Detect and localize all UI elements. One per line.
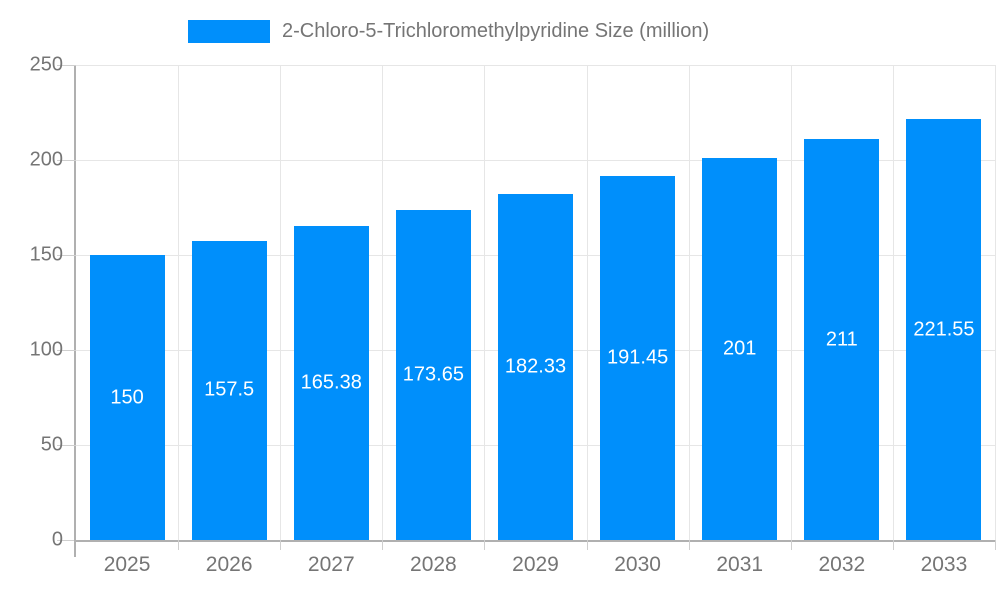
x-tick: [74, 540, 76, 557]
gridline-v: [995, 65, 996, 540]
legend-swatch: [188, 20, 270, 43]
y-axis-label: 0: [51, 528, 63, 551]
y-tick: [57, 445, 76, 446]
gridline-h: [76, 65, 995, 66]
x-tick: [280, 540, 282, 550]
y-axis-label: 250: [29, 53, 63, 76]
bar-value-label: 150: [110, 386, 144, 408]
y-axis-label: 100: [29, 338, 63, 361]
bar[interactable]: 201: [702, 158, 778, 540]
bar-value-label: 191.45: [607, 346, 669, 369]
legend[interactable]: 2-Chloro-5-Trichloromethylpyridine Size …: [188, 20, 709, 43]
gridline-v: [178, 65, 180, 540]
y-tick: [57, 65, 76, 66]
x-axis-label: 2029: [512, 553, 559, 576]
gridline-v: [280, 65, 282, 540]
bar-value-label: 173.65: [402, 363, 464, 386]
y-axis-label: 200: [29, 148, 63, 171]
x-axis-label: 2026: [205, 553, 253, 576]
x-tick: [586, 540, 588, 550]
x-tick: [484, 540, 486, 550]
bar[interactable]: 221.55: [906, 119, 982, 540]
bar-value-label: 211: [825, 328, 858, 351]
x-axis-label: 2025: [103, 553, 151, 576]
y-tick: [57, 160, 76, 161]
y-tick: [57, 350, 76, 351]
bar[interactable]: 157.5: [191, 240, 267, 540]
y-tick: [57, 540, 76, 541]
gridline-v: [586, 65, 588, 540]
x-tick: [790, 540, 792, 550]
gridline-v: [382, 65, 384, 540]
gridline-v: [892, 65, 894, 540]
x-axis-label: 2032: [818, 553, 866, 576]
x-axis-label: 2031: [716, 553, 764, 576]
x-tick: [382, 540, 384, 550]
gridline-v: [688, 65, 690, 540]
bar-value-label: 201: [723, 337, 757, 360]
x-axis-label: 2028: [410, 553, 457, 576]
bar[interactable]: 211: [804, 139, 880, 540]
bar[interactable]: 165.38: [293, 225, 369, 540]
legend-label: 2-Chloro-5-Trichloromethylpyridine Size …: [282, 20, 710, 42]
gridline-v: [484, 65, 486, 540]
x-tick: [178, 540, 180, 550]
x-tick: [892, 540, 894, 550]
x-axis-label: 2027: [307, 553, 355, 576]
gridline-h: [76, 160, 995, 161]
x-tick: [688, 540, 690, 550]
x-axis-label: 2030: [614, 553, 661, 576]
plot-area: 0 50 100 150 200 250 150 2025 157.5 2026 165.38 202…: [30, 54, 996, 576]
bar-value-label: 165.38: [300, 371, 362, 394]
y-tick: [57, 255, 76, 256]
bar-value-label: 182.33: [504, 355, 567, 378]
bar[interactable]: 173.65: [395, 210, 471, 540]
bar[interactable]: 182.33: [498, 193, 573, 540]
y-axis-label: 150: [29, 243, 63, 266]
bar[interactable]: 150: [89, 255, 165, 540]
bar-value-label: 157.5: [204, 378, 255, 401]
bar[interactable]: 191.45: [600, 176, 676, 540]
gridline-v: [790, 65, 792, 540]
x-axis-label: 2033: [920, 553, 968, 576]
bar-value-label: 221.55: [913, 318, 975, 341]
x-tick: [995, 540, 996, 550]
y-axis-label: 50: [40, 433, 63, 456]
